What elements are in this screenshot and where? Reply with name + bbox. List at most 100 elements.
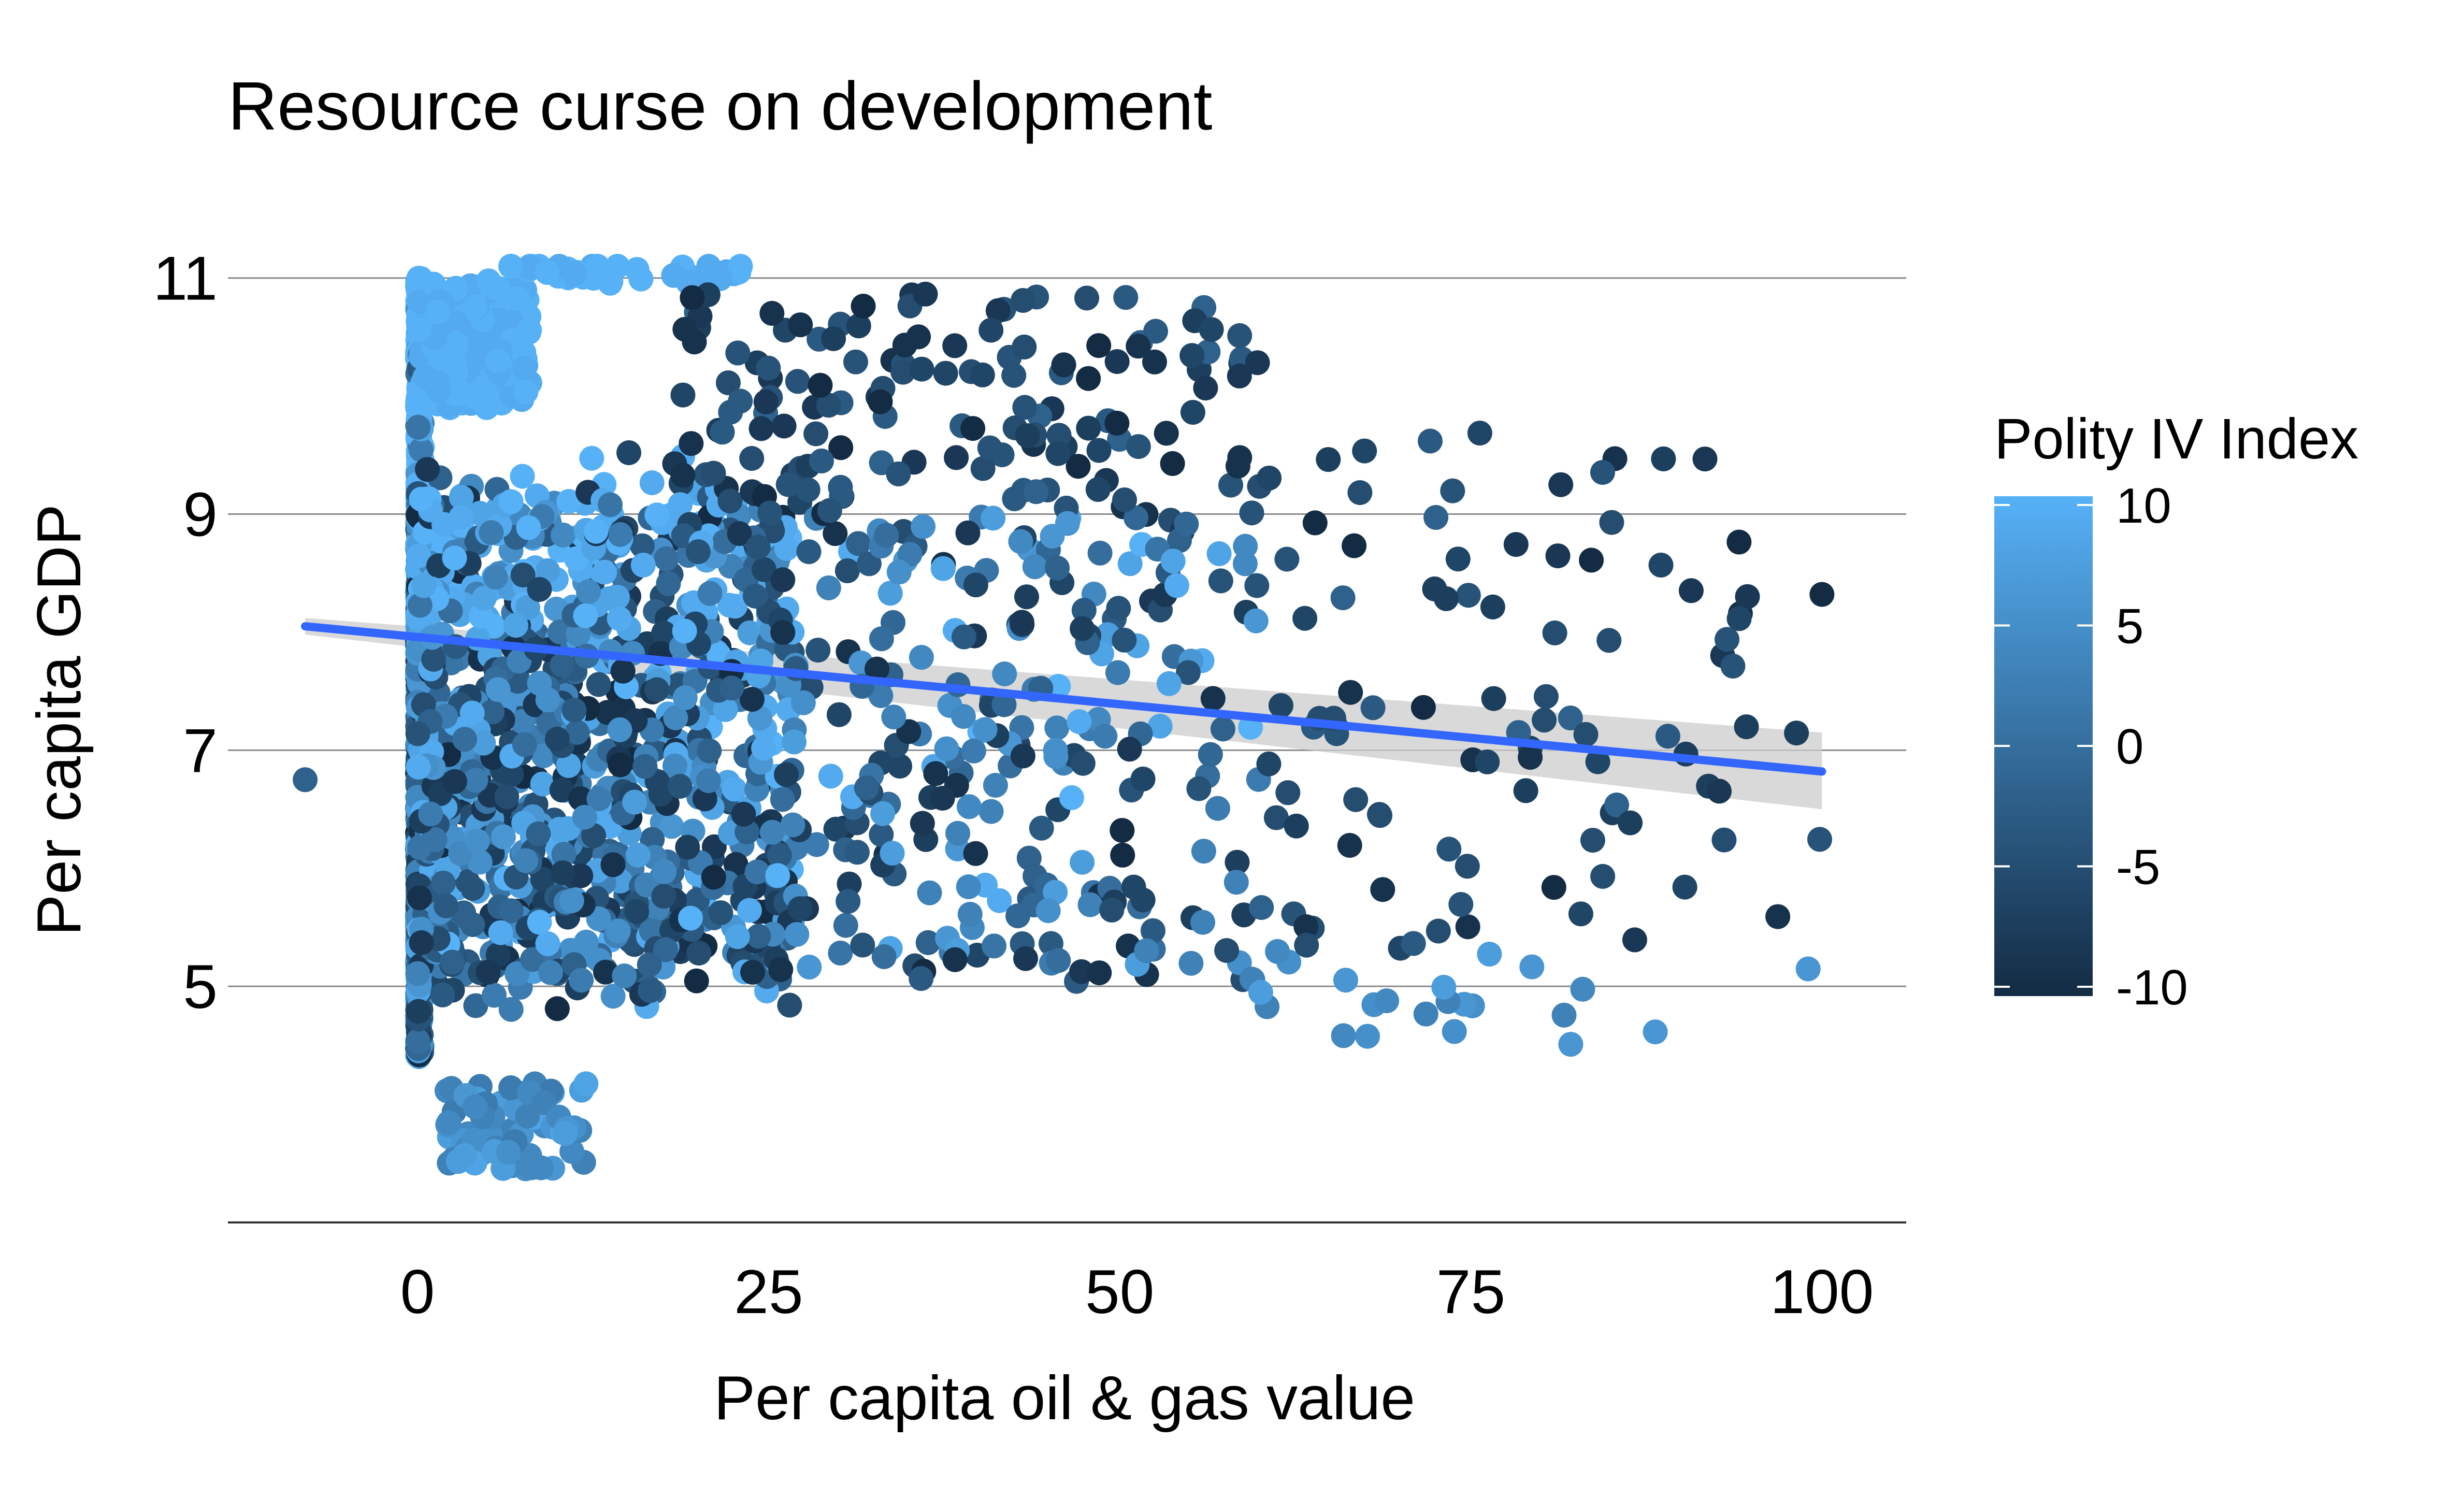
data-point xyxy=(517,318,542,342)
data-point xyxy=(607,717,632,742)
data-point xyxy=(878,581,903,606)
data-point xyxy=(583,519,608,544)
data-point xyxy=(1275,780,1300,805)
data-point xyxy=(1186,776,1211,801)
data-point xyxy=(673,685,698,710)
data-point xyxy=(1205,796,1230,821)
data-point xyxy=(963,572,988,597)
data-point xyxy=(499,489,524,514)
data-point xyxy=(1543,621,1567,645)
y-tick-label: 9 xyxy=(183,480,218,550)
data-point xyxy=(945,821,970,846)
data-point xyxy=(405,961,430,986)
data-point xyxy=(1596,628,1621,653)
data-point xyxy=(827,702,852,727)
data-point xyxy=(1693,447,1718,471)
data-point xyxy=(483,565,508,589)
data-point xyxy=(765,863,790,888)
data-point xyxy=(1735,584,1760,609)
data-point xyxy=(1590,864,1615,889)
data-point xyxy=(944,445,969,470)
data-point xyxy=(756,356,781,381)
data-point xyxy=(491,825,516,849)
data-point xyxy=(843,350,868,375)
data-point xyxy=(1013,946,1038,971)
data-point xyxy=(696,768,721,793)
legend-tick-label: -10 xyxy=(2116,960,2188,1015)
data-point xyxy=(1467,421,1492,445)
data-point xyxy=(982,933,1006,958)
data-point xyxy=(1126,334,1150,358)
data-point xyxy=(933,361,958,386)
data-point xyxy=(1029,816,1054,841)
data-point xyxy=(611,659,636,684)
data-point xyxy=(415,457,440,482)
data-point xyxy=(1161,549,1186,573)
data-point xyxy=(1414,1002,1438,1027)
y-axis-label: Per capita GDP xyxy=(24,504,94,936)
data-point xyxy=(1059,785,1084,810)
data-point xyxy=(605,585,630,610)
data-point xyxy=(1131,767,1156,791)
data-point xyxy=(406,755,431,780)
data-point xyxy=(961,739,986,764)
data-point xyxy=(598,269,623,294)
data-point xyxy=(1126,434,1151,459)
data-point xyxy=(874,523,899,548)
data-point xyxy=(1590,460,1615,485)
data-point xyxy=(934,737,959,761)
legend-tick-label: 0 xyxy=(2116,719,2143,774)
data-point xyxy=(1011,744,1035,769)
data-point xyxy=(1570,977,1595,1002)
data-point xyxy=(409,487,434,512)
data-point xyxy=(607,606,632,631)
data-point xyxy=(1092,724,1117,748)
color-legend: Polity IV Index 1050-5-10 xyxy=(1994,407,2358,1015)
data-point xyxy=(1720,654,1745,679)
y-tick-label: 5 xyxy=(183,952,218,1021)
data-point xyxy=(1331,1023,1356,1048)
data-point xyxy=(656,571,681,596)
data-point xyxy=(845,840,870,865)
data-point xyxy=(836,889,860,914)
data-point xyxy=(768,957,793,982)
data-point xyxy=(1017,846,1042,871)
data-point xyxy=(981,506,1005,530)
data-point xyxy=(930,786,955,811)
data-point xyxy=(776,472,801,497)
data-point xyxy=(963,841,988,866)
data-point xyxy=(1347,480,1372,505)
data-point xyxy=(1355,1024,1380,1049)
data-point xyxy=(465,829,490,854)
data-point xyxy=(579,446,604,471)
data-point xyxy=(1117,737,1142,761)
data-point xyxy=(717,488,742,513)
data-point xyxy=(728,388,753,413)
data-point xyxy=(526,822,551,846)
data-point xyxy=(910,811,935,836)
data-point xyxy=(1370,877,1395,902)
data-point xyxy=(486,677,511,702)
data-point xyxy=(1249,895,1274,920)
data-point xyxy=(551,523,575,548)
data-point xyxy=(886,462,911,486)
data-point xyxy=(1294,933,1319,958)
data-point xyxy=(562,261,587,286)
data-point xyxy=(1440,479,1465,503)
data-point xyxy=(805,638,830,663)
x-tick-label: 0 xyxy=(400,1257,435,1327)
legend-title: Polity IV Index xyxy=(1994,407,2358,471)
data-point xyxy=(1199,317,1224,342)
data-point xyxy=(1599,510,1624,535)
data-point xyxy=(1303,510,1328,535)
data-point xyxy=(1112,487,1137,512)
data-point xyxy=(1088,541,1113,566)
data-point xyxy=(1110,843,1135,868)
data-point xyxy=(680,285,704,310)
data-point xyxy=(1574,722,1599,747)
data-point xyxy=(942,333,967,358)
data-point xyxy=(923,761,948,786)
data-point xyxy=(881,704,906,729)
data-point xyxy=(418,802,443,827)
data-point xyxy=(460,701,485,726)
